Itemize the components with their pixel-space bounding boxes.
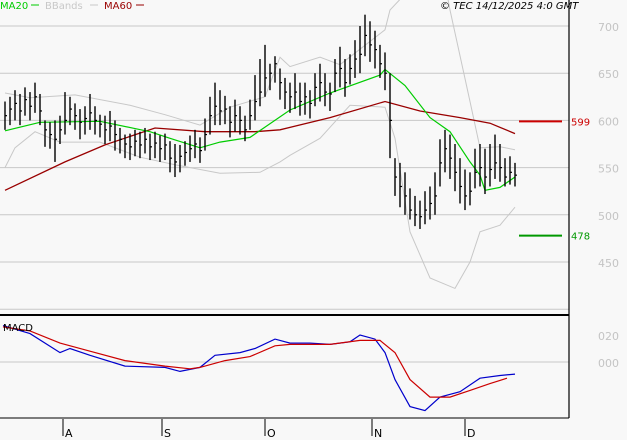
- y-tick-label: 500: [598, 210, 619, 223]
- macd-title: MACD: [3, 323, 33, 334]
- y-tick-label: 650: [598, 68, 619, 81]
- macd-line: [2, 325, 516, 412]
- ma60-line: [4, 100, 516, 191]
- legend: MA20 BBands MA60 © TEC 14/12/2025 4:0 GM…: [0, 1, 579, 334]
- x-tick-label: N: [374, 427, 382, 440]
- level-label: 478: [571, 232, 590, 243]
- bollinger-bands: [4, 0, 516, 290]
- x-tick-label: A: [65, 427, 73, 440]
- bband-lower-line: [4, 104, 516, 290]
- y-tick-label: 450: [598, 257, 619, 270]
- x-tick-label: D: [467, 427, 475, 440]
- macd-y-tick-label: 020: [598, 330, 619, 343]
- bband-upper-line: [4, 0, 516, 151]
- y-tick-label: 700: [598, 21, 619, 34]
- ma20-line: [4, 68, 516, 191]
- price-levels: 599 478: [519, 117, 590, 243]
- macd-y-tick-label: 000: [598, 357, 619, 370]
- copyright-text: © TEC 14/12/2025 4:0 GMT: [440, 1, 579, 12]
- y-tick-label: 600: [598, 115, 619, 128]
- x-tick-label: O: [267, 427, 276, 440]
- legend-bbands: BBands: [45, 1, 83, 12]
- legend-ma60: MA60: [104, 1, 132, 12]
- grid: [0, 25, 569, 363]
- price-bars: [4, 14, 517, 229]
- macd-panel: [2, 325, 516, 412]
- y-tick-label: 550: [598, 163, 619, 176]
- macd-signal-line: [2, 326, 508, 398]
- level-label: 599: [571, 117, 590, 128]
- x-tick-label: S: [164, 427, 171, 440]
- legend-ma20: MA20: [0, 1, 28, 12]
- moving-averages: [4, 68, 516, 191]
